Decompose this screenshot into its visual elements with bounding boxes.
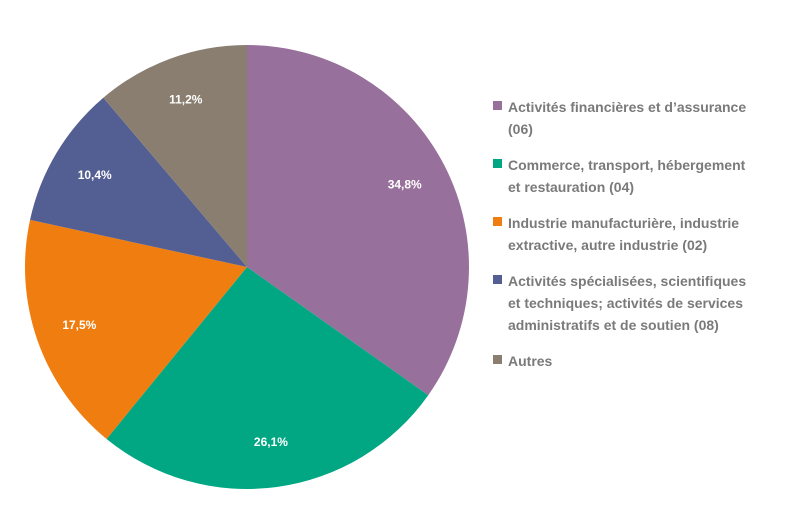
legend-item-4: Autres <box>493 350 793 372</box>
legend-label-2: Industrie manufacturière, industrie extr… <box>508 215 740 253</box>
legend-swatch-0 <box>493 101 502 110</box>
pie-slice-3 <box>30 97 247 267</box>
slice-value-label-2: 17,5% <box>62 318 96 332</box>
legend-label-3: Activités spécialisées, scientifiques et… <box>508 273 747 333</box>
legend-item-0: Activités financières et d’assurance (06… <box>493 96 793 140</box>
legend-item-2: Industrie manufacturière, industrie extr… <box>493 212 793 256</box>
legend-swatch-4 <box>493 355 502 364</box>
legend-item-3: Activités spécialisées, scientifiques et… <box>493 270 793 336</box>
legend: Activités financières et d’assurance (06… <box>493 96 793 372</box>
pie-slice-4 <box>103 45 247 267</box>
slice-value-label-4: 11,2% <box>169 92 203 106</box>
slice-value-label-1: 26,1% <box>254 435 288 449</box>
pie-slice-0 <box>247 45 469 396</box>
legend-swatch-3 <box>493 275 502 284</box>
legend-item-1: Commerce, transport, hébergement et rest… <box>493 154 793 198</box>
legend-label-1: Commerce, transport, hébergement et rest… <box>508 157 746 195</box>
legend-label-0: Activités financières et d’assurance (06… <box>508 99 747 137</box>
slice-value-label-0: 34,8% <box>388 178 422 192</box>
pie-slice-1 <box>106 267 429 490</box>
legend-swatch-1 <box>493 159 502 168</box>
pie-slice-2 <box>25 219 248 439</box>
legend-swatch-2 <box>493 217 502 226</box>
slice-value-label-3: 10,4% <box>78 168 112 182</box>
legend-label-4: Autres <box>508 353 553 369</box>
